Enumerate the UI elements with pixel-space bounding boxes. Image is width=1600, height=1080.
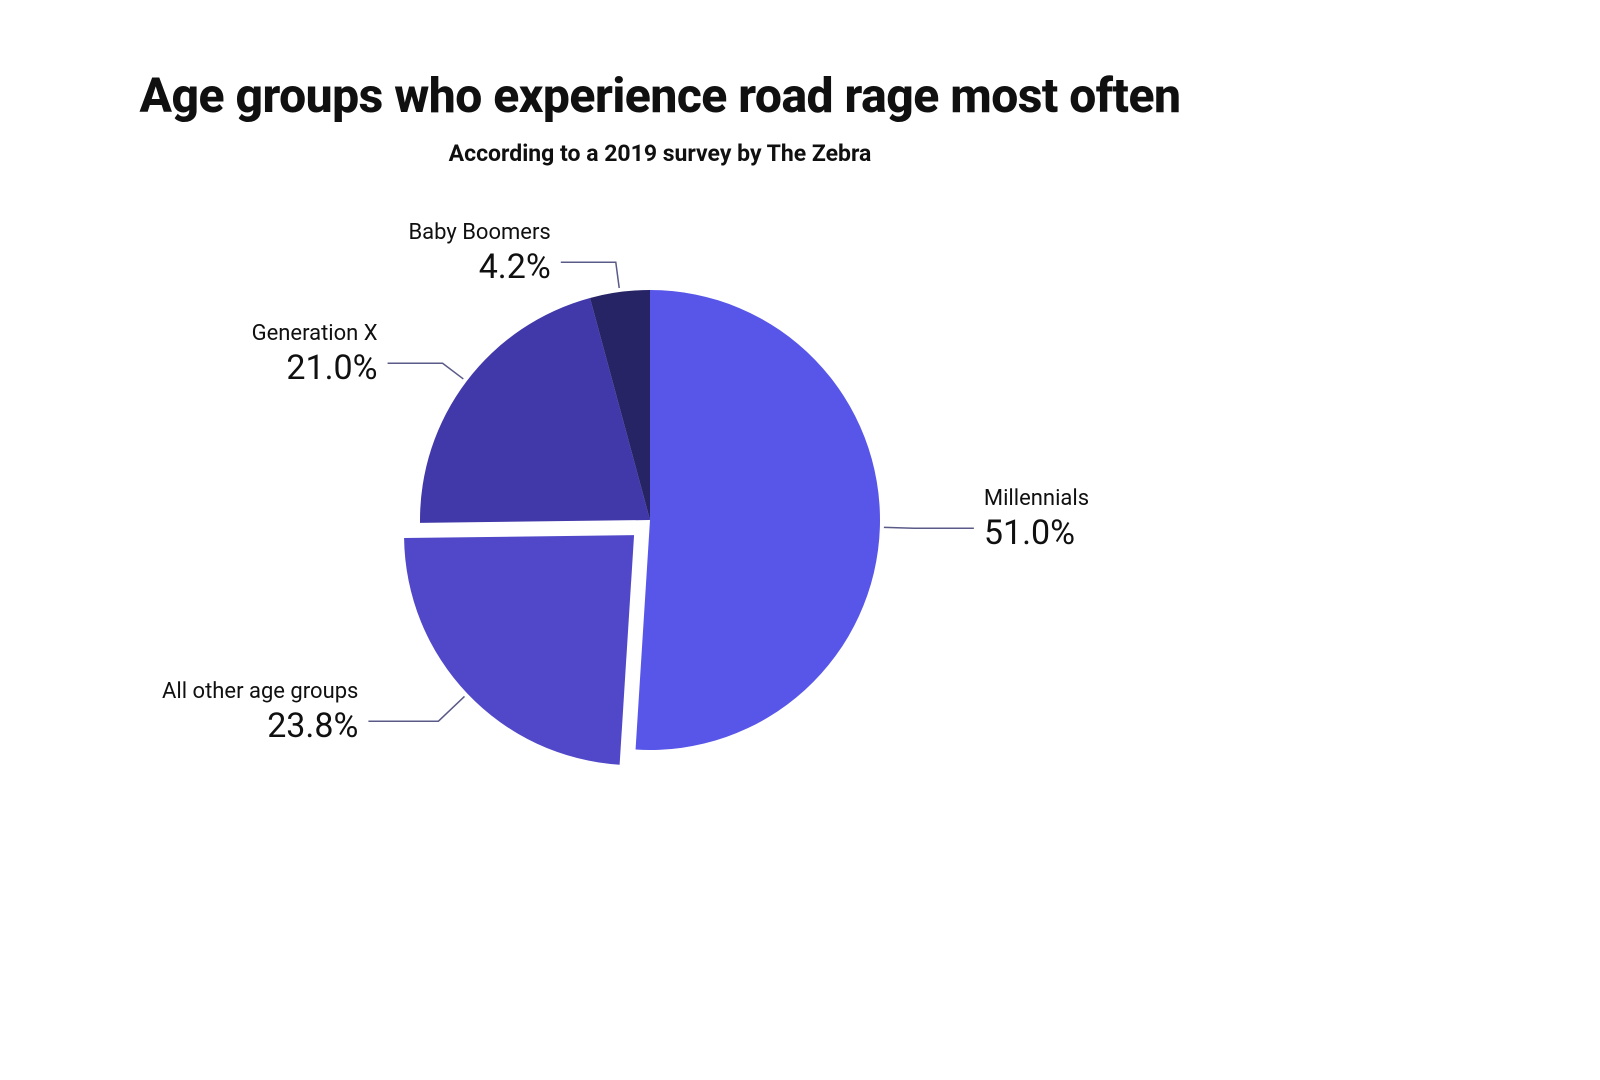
slice-label-millennials: Millennials 51.0% [984,486,1089,552]
slice-name: All other age groups [162,679,358,704]
slice-label-boomers: Baby Boomers 4.2% [408,220,550,286]
leader-line [884,527,974,528]
slice-name: Baby Boomers [408,220,550,245]
chart-title: Age groups who experience road rage most… [0,70,1320,123]
slice-value: 21.0% [252,349,378,388]
slice-name: Generation X [252,321,378,346]
pie-chart: Millennials 51.0% All other age groups 2… [160,200,1160,900]
slice-name: Millennials [984,486,1089,511]
slice-label-genx: Generation X 21.0% [252,321,378,387]
slice-label-other: All other age groups 23.8% [162,679,358,745]
slice-value: 4.2% [408,248,550,287]
chart-subtitle: According to a 2019 survey by The Zebra [0,140,1320,167]
slice-value: 51.0% [984,514,1089,553]
pie-slice [636,290,880,750]
leader-line [561,262,619,288]
leader-line [388,363,464,379]
pie-slice [404,535,634,765]
leader-line [368,696,464,721]
slice-value: 23.8% [162,707,358,746]
